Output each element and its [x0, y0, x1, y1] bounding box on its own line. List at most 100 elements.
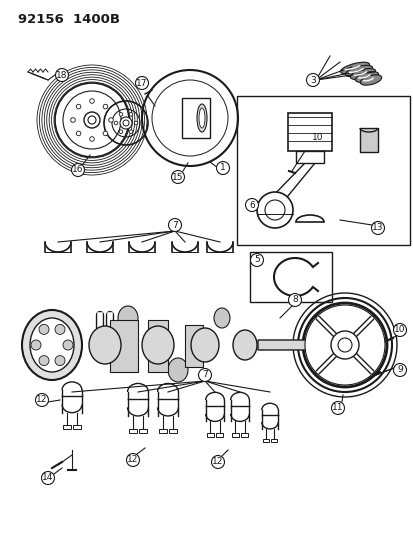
Circle shape: [135, 77, 148, 90]
Text: 14: 14: [42, 473, 54, 482]
Ellipse shape: [199, 108, 204, 128]
Bar: [231, 433, 238, 437]
Circle shape: [129, 112, 133, 116]
Bar: [287, 113, 331, 151]
Circle shape: [71, 118, 75, 122]
Text: 12: 12: [127, 456, 138, 464]
Circle shape: [41, 472, 55, 484]
Text: 8: 8: [292, 295, 297, 304]
Circle shape: [392, 364, 406, 376]
Circle shape: [129, 130, 133, 133]
Circle shape: [211, 456, 224, 469]
Text: 17: 17: [136, 78, 147, 87]
Ellipse shape: [30, 318, 74, 372]
Polygon shape: [257, 340, 317, 350]
Ellipse shape: [197, 104, 206, 132]
Circle shape: [63, 340, 73, 350]
Circle shape: [39, 356, 49, 366]
Circle shape: [90, 136, 94, 141]
Bar: [159, 429, 166, 433]
Circle shape: [55, 356, 65, 366]
Ellipse shape: [190, 328, 218, 362]
Circle shape: [120, 117, 132, 129]
Circle shape: [216, 161, 229, 174]
Text: 10: 10: [311, 133, 323, 141]
Circle shape: [114, 121, 118, 125]
Circle shape: [250, 254, 263, 266]
Ellipse shape: [90, 327, 120, 363]
Circle shape: [103, 104, 107, 109]
Circle shape: [31, 340, 41, 350]
Bar: [216, 433, 223, 437]
Text: 6: 6: [249, 200, 254, 209]
Circle shape: [103, 131, 107, 136]
Circle shape: [109, 118, 113, 122]
Bar: [73, 425, 81, 429]
Ellipse shape: [354, 71, 378, 82]
Bar: [129, 429, 136, 433]
Circle shape: [171, 171, 184, 183]
Text: 13: 13: [371, 223, 383, 232]
Circle shape: [36, 393, 48, 407]
Circle shape: [288, 294, 301, 306]
Bar: [169, 429, 177, 433]
Circle shape: [55, 325, 65, 334]
Circle shape: [256, 192, 292, 228]
Text: 3: 3: [309, 76, 315, 85]
Ellipse shape: [344, 66, 372, 77]
Ellipse shape: [359, 75, 381, 85]
Circle shape: [245, 198, 258, 212]
Bar: [236, 96, 409, 245]
Ellipse shape: [89, 326, 121, 364]
Ellipse shape: [214, 308, 230, 328]
Bar: [110, 320, 138, 372]
Circle shape: [306, 74, 319, 86]
Circle shape: [76, 131, 81, 136]
Text: 12: 12: [36, 395, 47, 405]
Circle shape: [119, 130, 123, 133]
Circle shape: [39, 325, 49, 334]
Bar: [182, 98, 209, 138]
Text: 7: 7: [202, 370, 207, 379]
Text: 92156  1400B: 92156 1400B: [18, 13, 120, 26]
Text: 16: 16: [72, 166, 83, 174]
Ellipse shape: [118, 306, 138, 330]
Bar: [185, 325, 202, 367]
Bar: [262, 439, 268, 442]
Polygon shape: [266, 163, 314, 202]
Text: 11: 11: [332, 403, 343, 413]
Text: 10: 10: [393, 326, 405, 335]
Circle shape: [304, 305, 384, 385]
Circle shape: [331, 401, 344, 415]
Circle shape: [330, 331, 358, 359]
Ellipse shape: [22, 310, 82, 380]
Circle shape: [76, 104, 81, 109]
Text: 18: 18: [56, 70, 68, 79]
Ellipse shape: [349, 69, 375, 79]
Ellipse shape: [233, 330, 256, 360]
Circle shape: [55, 69, 68, 82]
Bar: [271, 439, 276, 442]
Ellipse shape: [339, 62, 369, 74]
Ellipse shape: [168, 358, 188, 382]
Bar: [63, 425, 71, 429]
Bar: [249, 252, 331, 302]
Circle shape: [71, 164, 84, 176]
Bar: [206, 433, 213, 437]
Circle shape: [392, 324, 406, 336]
Ellipse shape: [142, 326, 173, 364]
Bar: [295, 151, 323, 163]
Text: 15: 15: [172, 173, 183, 182]
Text: 1: 1: [220, 164, 225, 173]
Circle shape: [90, 99, 94, 103]
Bar: [241, 433, 247, 437]
Bar: [147, 320, 168, 372]
Bar: [359, 128, 377, 152]
Circle shape: [370, 222, 384, 235]
Circle shape: [198, 368, 211, 382]
Circle shape: [84, 112, 100, 128]
Text: 7: 7: [172, 221, 178, 230]
Circle shape: [134, 121, 138, 125]
Circle shape: [119, 112, 123, 116]
Bar: [139, 429, 147, 433]
